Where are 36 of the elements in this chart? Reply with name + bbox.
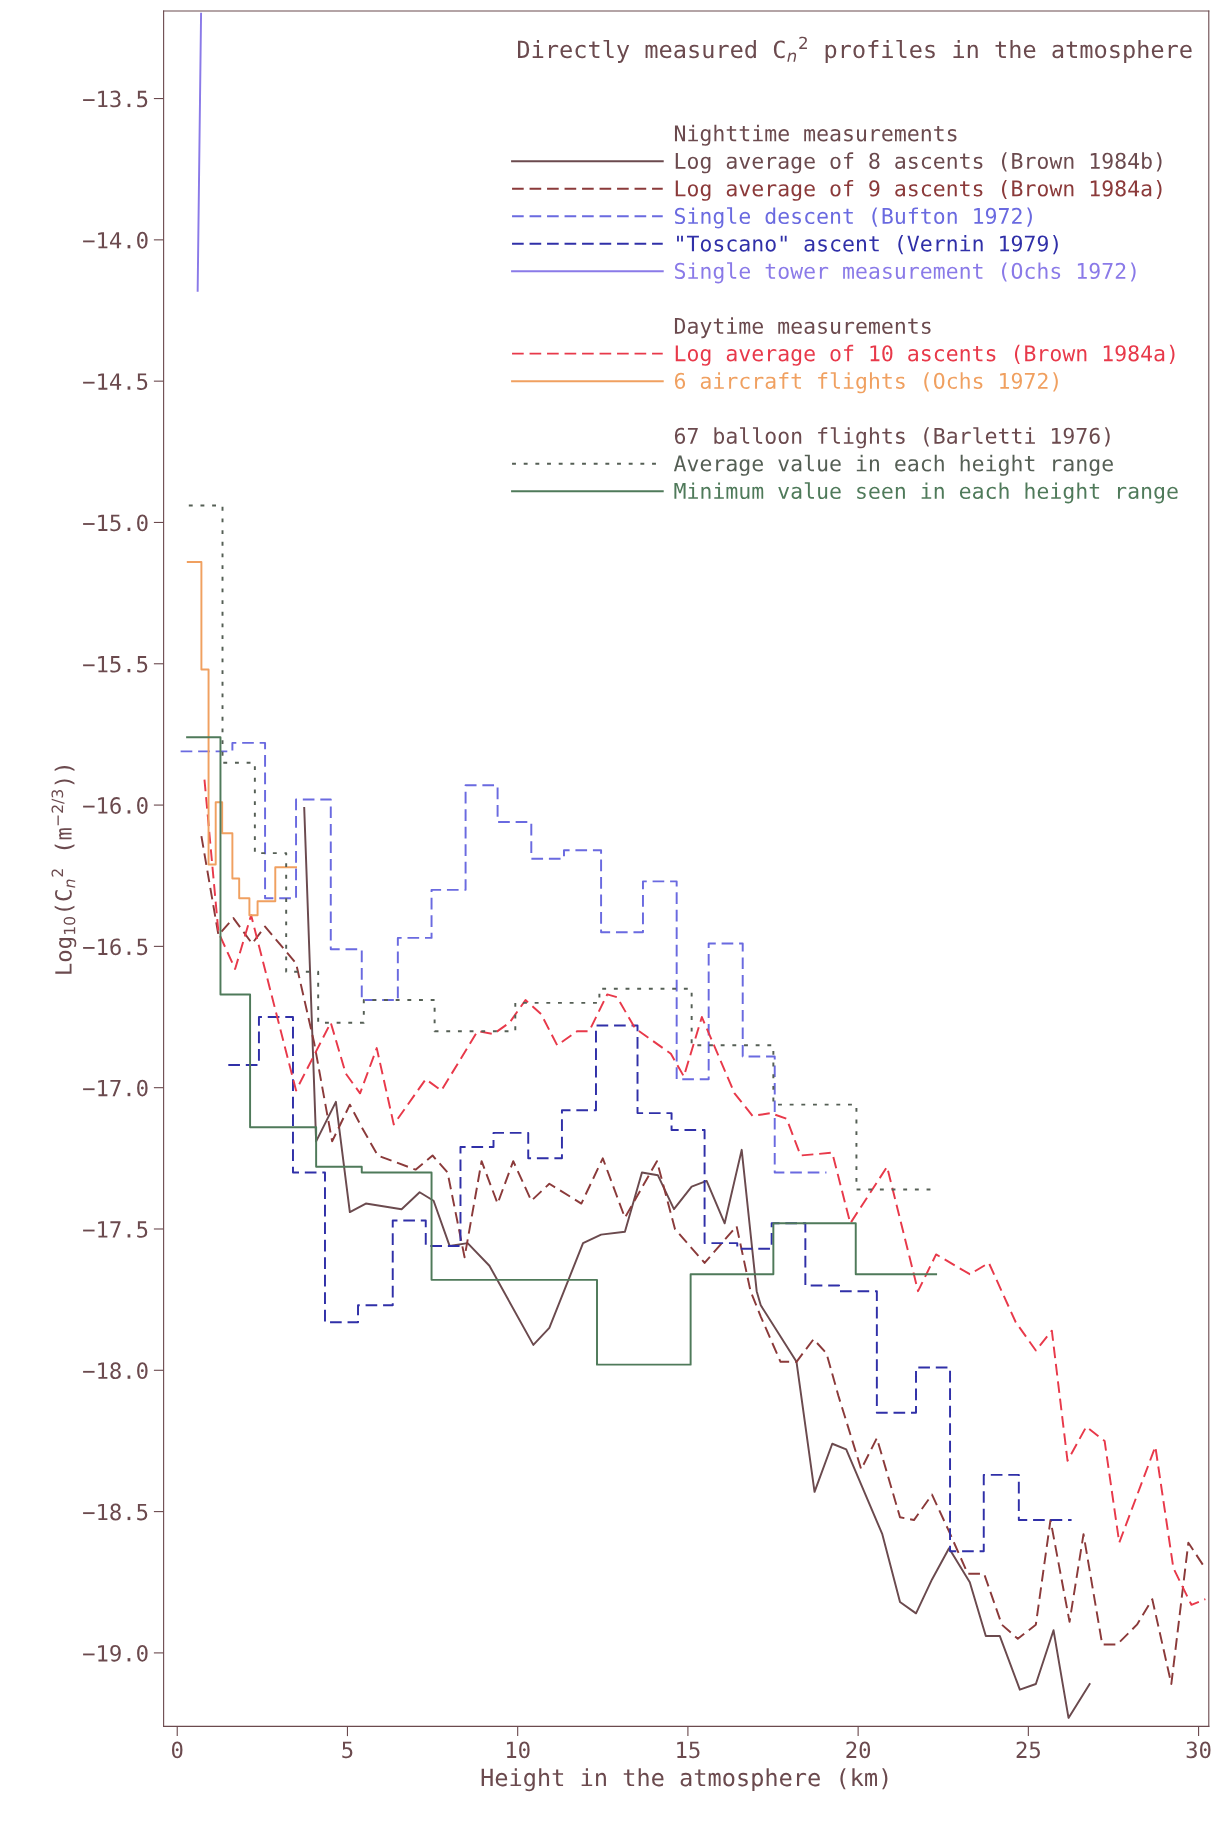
y-tick-label: −15.0 — [83, 514, 148, 532]
y-tick-label: −13.5 — [83, 90, 148, 108]
annotation: Daytime measurements — [674, 317, 931, 339]
line-series — [303, 806, 1091, 1719]
text: Average value in each height range — [673, 454, 1113, 476]
y-tick-label: −17.5 — [83, 1221, 148, 1238]
text: Minimum value seen in each height range — [674, 482, 1178, 504]
text: Log average of 9 ascents (Brown 1984a) — [675, 179, 1162, 201]
text: "Toscano" ascent (Vernin 1979) — [677, 235, 1058, 255]
y-tick-label: −18.0 — [83, 1362, 148, 1380]
text: Directly measured C$_{n}$$^{2}$ profiles in the atmosphere — [518, 36, 1192, 63]
x-tick-label: 0 — [171, 1741, 183, 1759]
text: Log average of 10 ascents (Brown 1984a) — [675, 344, 1175, 366]
x-tick-label: 10 — [506, 1741, 530, 1759]
y-tick-label: −14.5 — [83, 373, 148, 390]
y-tick-label: −16.0 — [83, 797, 148, 814]
text: 6 aircraft flights (Ochs 1972) — [674, 372, 1058, 394]
line-series — [203, 778, 1207, 1606]
y-tick-label: −14.0 — [83, 231, 148, 249]
x-tick-label: 30 — [1186, 1741, 1211, 1759]
x-tick-label: 25 — [1016, 1741, 1040, 1759]
annotation: 67 balloon flights (Barletti 1976) — [674, 427, 1110, 449]
y-tick-label: −15.5 — [83, 656, 148, 673]
y-tick-label: −16.5 — [83, 938, 148, 956]
text: Log average of 8 ascents (Brown 1984b) — [675, 152, 1162, 174]
text: Log$_{10}$(C$_{n}$$^{2}$ (m$^{−2/3}$)) — [51, 766, 77, 974]
x-tick-label: 15 — [677, 1741, 700, 1759]
x-tick-label: 20 — [846, 1741, 871, 1759]
y-tick-label: −18.5 — [83, 1503, 148, 1521]
text: Single descent (Bufton 1972) — [674, 207, 1032, 229]
x-tick-label: 5 — [342, 1741, 353, 1759]
text: Single tower measurement (Ochs 1972) — [674, 262, 1136, 284]
annotation: Nighttime measurements — [674, 124, 957, 146]
y-tick-label: −17.0 — [83, 1079, 148, 1097]
y-tick-label: −19.0 — [83, 1644, 148, 1662]
x-axis-title: Height in the atmosphere (km) — [481, 1768, 888, 1792]
